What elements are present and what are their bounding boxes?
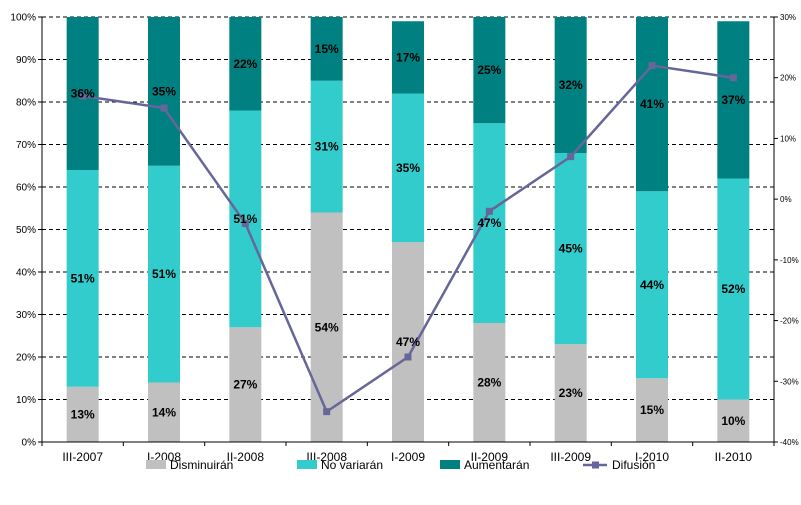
bar-segment (554, 153, 587, 345)
data-label: 36% (71, 87, 95, 101)
data-label: 10% (721, 414, 745, 428)
legend-aumentaran-swatch (440, 460, 460, 469)
y-left-tick-label: 0% (22, 438, 37, 449)
legend-disminuiran-swatch (146, 460, 166, 469)
difusion-point (160, 104, 168, 112)
data-label: 13% (71, 407, 95, 421)
data-label: 28% (477, 376, 501, 390)
data-label: 27% (233, 378, 257, 392)
data-label: 47% (477, 216, 501, 230)
difusion-point (404, 353, 412, 361)
y-right-tick-label: -10% (780, 256, 799, 265)
x-tick-label: III-2007 (62, 450, 103, 464)
y-right-tick-label: -20% (780, 317, 799, 326)
data-label: 47% (396, 335, 420, 349)
difusion-point (241, 219, 249, 227)
y-left-tick-label: 20% (16, 353, 36, 364)
x-tick-label: III-2009 (550, 450, 591, 464)
bar-segment (392, 242, 424, 442)
x-tick-label: II-2010 (715, 450, 753, 464)
y-right-tick-label: -40% (780, 438, 799, 447)
y-left-tick-label: 60% (16, 183, 36, 194)
data-label: 22% (233, 57, 257, 71)
difusion-point (323, 408, 331, 416)
y-left-tick-label: 70% (16, 140, 36, 151)
legend-no-variaran-swatch (297, 460, 317, 469)
data-label: 25% (477, 63, 501, 77)
data-label: 51% (152, 267, 176, 281)
bar-segment (717, 399, 750, 442)
bar-segment (473, 123, 506, 323)
data-label: 44% (640, 278, 664, 292)
data-label: 52% (721, 282, 745, 296)
bar-segment (554, 17, 587, 153)
y-left-tick-label: 80% (16, 98, 36, 109)
y-right-tick-label: -30% (780, 377, 799, 386)
difusion-point (648, 62, 656, 70)
legend-no-variaran-label: No variarán (321, 458, 383, 472)
bar-segment (66, 386, 99, 442)
data-label: 17% (396, 50, 420, 64)
bar-segment (554, 344, 587, 442)
data-label: 23% (559, 386, 583, 400)
data-label: 45% (559, 242, 583, 256)
bar-segment (229, 17, 262, 111)
data-label: 35% (396, 161, 420, 175)
data-label: 54% (315, 320, 339, 334)
difusion-point (567, 153, 575, 161)
y-right-tick-label: 20% (780, 74, 796, 83)
y-left-tick-label: 50% (16, 225, 36, 236)
bar-segment (310, 17, 343, 81)
y-left-tick-label: 30% (16, 310, 36, 321)
data-label: 31% (315, 140, 339, 154)
difusion-point (729, 74, 737, 82)
bar-segment (229, 110, 262, 328)
data-label: 51% (71, 271, 95, 285)
bar-segment (636, 17, 668, 192)
x-tick-label: I-2009 (391, 450, 425, 464)
bar-segment (392, 93, 424, 243)
bar-segment (229, 327, 262, 442)
x-tick-label: II-2009 (471, 450, 509, 464)
y-left-tick-label: 40% (16, 268, 36, 279)
bar-segment (717, 21, 750, 179)
y-right-tick-label: 10% (780, 134, 796, 143)
difusion-point (485, 207, 493, 215)
data-label: 14% (152, 405, 176, 419)
bar-segment (148, 17, 180, 166)
data-label: 35% (152, 84, 176, 98)
y-right-tick-label: 0% (780, 195, 792, 204)
data-label: 32% (559, 78, 583, 92)
bar-segment (310, 80, 343, 213)
y-left-tick-label: 10% (16, 395, 36, 406)
data-label: 37% (721, 93, 745, 107)
x-tick-label: II-2008 (227, 450, 265, 464)
difusion-point (79, 92, 87, 100)
x-tick-label: I-2010 (635, 450, 669, 464)
data-label: 41% (640, 97, 664, 111)
bar-segment (473, 17, 506, 124)
data-label: 15% (640, 403, 664, 417)
bar-segment (473, 323, 506, 442)
legend-disminuiran-label: Disminuirán (170, 458, 233, 472)
y-left-tick-label: 90% (16, 55, 36, 66)
bar-segment (148, 382, 180, 442)
legend-difusion-swatch-marker (592, 461, 599, 469)
legend-difusion-label: Difusión (612, 458, 655, 472)
bar-segment (392, 21, 424, 94)
bar-segment (636, 378, 668, 442)
y-right-tick-label: 30% (780, 13, 796, 22)
bar-segment (148, 165, 180, 383)
data-label: 15% (315, 42, 339, 56)
bar-segment (717, 178, 750, 400)
bar-segment (66, 170, 99, 387)
legend-aumentaran-label: Aumentarán (464, 458, 529, 472)
bar-segment (636, 191, 668, 379)
data-label: 51% (233, 212, 257, 226)
y-left-tick-label: 100% (10, 13, 36, 24)
